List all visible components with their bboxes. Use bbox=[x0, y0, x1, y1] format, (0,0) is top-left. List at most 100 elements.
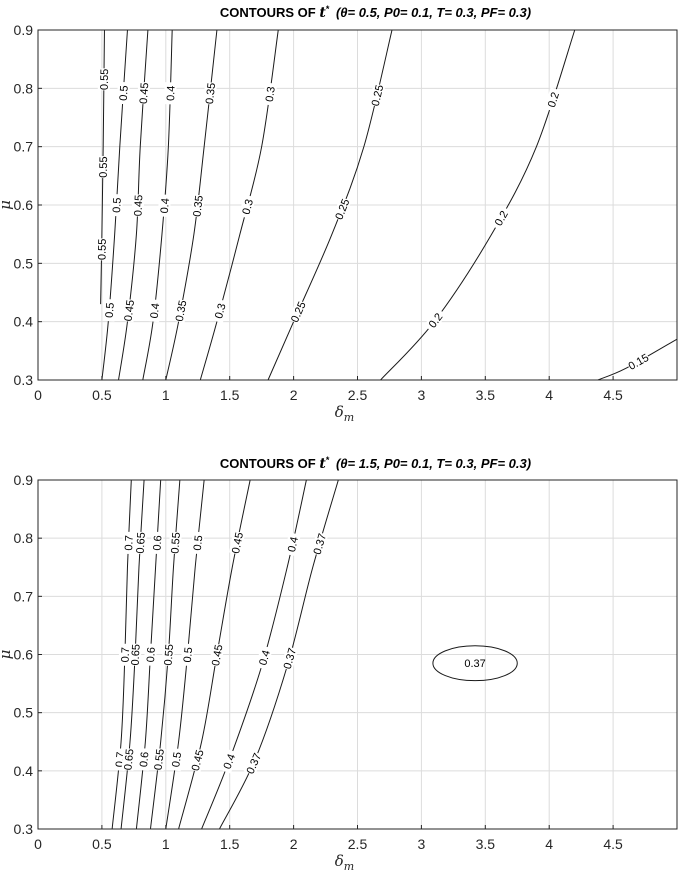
x-axis-label: δm bbox=[335, 852, 354, 873]
contour-label-0.4: 0.4 bbox=[222, 752, 239, 771]
contour-label-bg bbox=[133, 531, 147, 555]
y-tick-label: 0.9 bbox=[14, 472, 34, 488]
contour-label-0.7: 0.7 bbox=[123, 535, 136, 551]
contour-label-0.65: 0.65 bbox=[130, 644, 143, 666]
contour-label-0.4: 0.4 bbox=[286, 536, 301, 554]
contour-label-0.3: 0.3 bbox=[213, 302, 229, 320]
contour-label-bg bbox=[161, 643, 176, 667]
y-tick-label: 0.7 bbox=[14, 139, 34, 155]
contour-label-bg bbox=[190, 531, 205, 555]
contour-label-0.4: 0.4 bbox=[149, 302, 163, 319]
contour-label-bg bbox=[243, 750, 264, 776]
contour-label-0.45: 0.45 bbox=[123, 299, 137, 322]
contour-label-bg bbox=[229, 530, 246, 555]
contour-label-bg bbox=[332, 196, 352, 222]
contour-label-bg bbox=[255, 645, 273, 670]
contour-label-bg bbox=[157, 194, 172, 218]
contour-label-bg bbox=[202, 81, 218, 105]
contour-label-0.55: 0.55 bbox=[169, 532, 183, 554]
chart-title: CONTOURS OF t* (θ= 1.5, P0= 0.1, T= 0.3,… bbox=[220, 455, 531, 472]
x-tick-label: 1 bbox=[162, 387, 170, 403]
y-tick-label: 0.4 bbox=[14, 763, 34, 779]
contour-label-0.5: 0.5 bbox=[118, 85, 131, 101]
y-tick-label: 0.3 bbox=[14, 821, 34, 837]
x-tick-label: 1.5 bbox=[220, 387, 240, 403]
contour-label-bg bbox=[102, 298, 117, 322]
y-tick-label: 0.4 bbox=[14, 314, 34, 330]
contour-label-bg bbox=[164, 82, 177, 105]
x-tick-label: 2.5 bbox=[348, 836, 368, 852]
contour-label-bg bbox=[97, 68, 111, 91]
x-tick-label: 3.5 bbox=[476, 836, 496, 852]
contour-label-bg bbox=[423, 307, 447, 333]
y-tick-label: 0.8 bbox=[14, 530, 34, 546]
contour-label-0.35: 0.35 bbox=[174, 299, 190, 322]
contour-label-0.55: 0.55 bbox=[163, 644, 177, 666]
y-tick-label: 0.3 bbox=[14, 372, 34, 388]
contour-label-bg bbox=[284, 532, 301, 557]
contour-label-0.25: 0.25 bbox=[333, 197, 352, 221]
x-tick-label: 2.5 bbox=[348, 387, 368, 403]
x-tick-label: 2 bbox=[290, 387, 298, 403]
contour-label-bg bbox=[172, 298, 189, 323]
contour-label-bg bbox=[219, 748, 239, 774]
x-tick-label: 0 bbox=[34, 836, 42, 852]
contour-label-0.55: 0.55 bbox=[96, 239, 108, 261]
closed-contour-label: 0.37 bbox=[464, 658, 485, 670]
contour-label-bg bbox=[209, 643, 225, 667]
contour-label-bg bbox=[131, 194, 145, 217]
x-tick-label: 0 bbox=[34, 387, 42, 403]
closed-contour bbox=[432, 645, 518, 682]
contour-label-0.6: 0.6 bbox=[138, 751, 151, 767]
contour-label-0.65: 0.65 bbox=[135, 532, 148, 554]
contour-label-bg bbox=[168, 531, 182, 555]
contour-label-bg bbox=[180, 643, 195, 667]
contour-label-0.37: 0.37 bbox=[245, 752, 265, 776]
contour-label-0.55: 0.55 bbox=[98, 156, 110, 178]
x-tick-label: 0.5 bbox=[92, 836, 112, 852]
contour-label-0.3: 0.3 bbox=[240, 198, 256, 216]
contour-label-bg bbox=[490, 205, 512, 231]
x-axis-label: δm bbox=[335, 403, 354, 424]
contour-panel-2: CONTOURS OF t* (θ= 1.5, P0= 0.1, T= 0.3,… bbox=[0, 455, 678, 873]
contour-label-0.5: 0.5 bbox=[111, 197, 124, 213]
contour-label-bg bbox=[121, 747, 136, 771]
x-tick-label: 3 bbox=[418, 387, 426, 403]
contour-label-bg bbox=[109, 193, 124, 217]
contour-label-bg bbox=[625, 350, 651, 373]
contour-label-0.25: 0.25 bbox=[370, 84, 387, 108]
contour-label-0.5: 0.5 bbox=[182, 647, 195, 663]
contour-label-0.45: 0.45 bbox=[210, 644, 226, 667]
contour-label-bg bbox=[147, 299, 162, 323]
x-tick-label: 4 bbox=[545, 387, 553, 403]
y-tick-label: 0.9 bbox=[14, 22, 34, 38]
contour-label-0.45: 0.45 bbox=[190, 749, 207, 773]
y-tick-label: 0.6 bbox=[14, 197, 34, 213]
contour-label-0.6: 0.6 bbox=[152, 535, 165, 551]
contour-label-bg bbox=[143, 643, 158, 666]
contour-label-0.5: 0.5 bbox=[192, 535, 205, 551]
x-tick-label: 3.5 bbox=[476, 387, 496, 403]
contour-label-0.37: 0.37 bbox=[282, 647, 299, 671]
contour-label-0.45: 0.45 bbox=[230, 531, 246, 554]
contour-label-bg bbox=[288, 299, 308, 325]
contour-label-bg bbox=[95, 238, 108, 261]
chart-title: CONTOURS OF t* (θ= 0.5, P0= 0.1, T= 0.3,… bbox=[220, 4, 531, 21]
contour-label-bg bbox=[150, 531, 164, 555]
y-tick-label: 0.5 bbox=[14, 705, 34, 721]
contour-label-bg bbox=[151, 747, 166, 772]
contour-label-bg bbox=[188, 748, 206, 773]
x-tick-label: 4.5 bbox=[603, 387, 623, 403]
contour-label-bg bbox=[136, 747, 151, 771]
contour-label-0.37: 0.37 bbox=[312, 532, 329, 556]
contour-label-bg bbox=[121, 298, 137, 323]
contour-label-0.5: 0.5 bbox=[170, 751, 184, 768]
contour-panel-1: CONTOURS OF t* (θ= 0.5, P0= 0.1, T= 0.3,… bbox=[0, 4, 678, 424]
contour-label-0.3: 0.3 bbox=[264, 86, 278, 103]
x-tick-label: 4 bbox=[545, 836, 553, 852]
x-tick-label: 0.5 bbox=[92, 387, 112, 403]
y-tick-label: 0.5 bbox=[14, 255, 34, 271]
contour-label-bg bbox=[190, 194, 205, 218]
y-axis-label: μ bbox=[0, 650, 14, 660]
